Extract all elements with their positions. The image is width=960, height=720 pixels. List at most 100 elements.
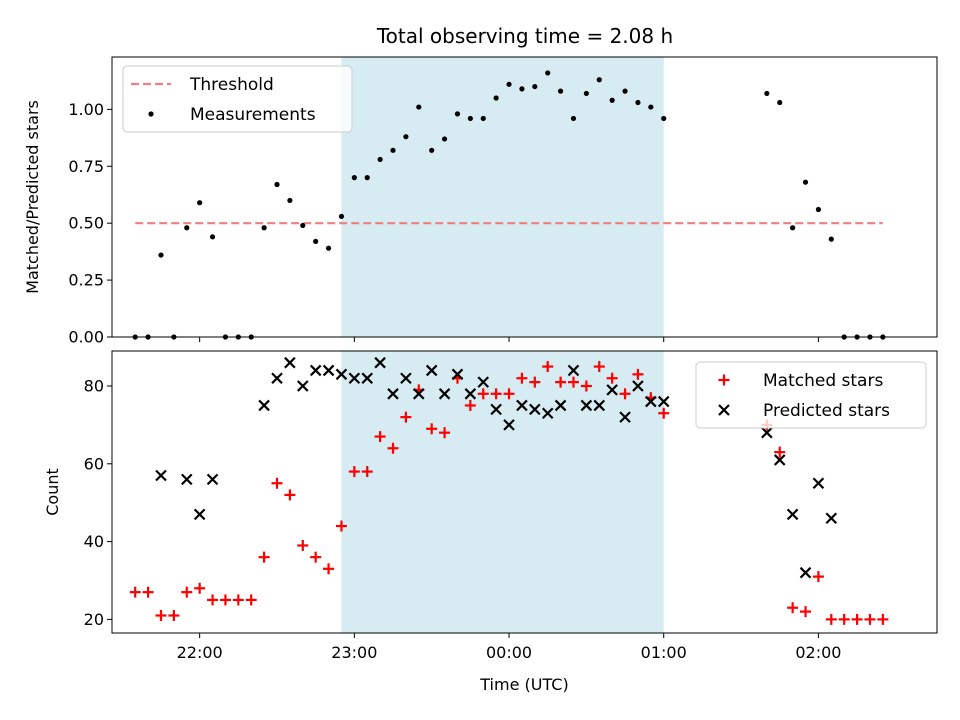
measurements-point <box>583 90 589 97</box>
predicted-stars-point <box>541 407 554 420</box>
count-panel: 20 40 60 80 22:00 23:00 00:00 01:00 02:00 Count Ti… <box>43 350 938 694</box>
x-tick-label: 01:00 <box>641 643 687 662</box>
matched-stars-point <box>658 407 670 419</box>
measurements-point <box>184 225 190 231</box>
predicted-stars-point <box>761 426 773 439</box>
measurements-point <box>545 70 551 76</box>
measurements-point <box>609 97 615 103</box>
predicted-stars-point <box>477 376 490 388</box>
matched-stars-point <box>632 368 644 380</box>
matched-stars-point <box>426 423 438 435</box>
measurements-point <box>274 181 280 188</box>
matched-stars-point <box>374 431 386 443</box>
matched-stars-point <box>271 477 283 489</box>
matched-stars-point <box>284 489 296 501</box>
matched-stars-point <box>464 399 476 411</box>
predicted-stars-point <box>297 380 309 392</box>
predicted-stars-point <box>155 469 167 482</box>
legend-measurements-label: Measurements <box>190 105 316 125</box>
predicted-stars-point <box>503 419 515 431</box>
measurements-point <box>364 175 370 181</box>
matched-stars-point <box>516 372 528 384</box>
legend-measurements-swatch <box>148 111 154 117</box>
predicted-stars-point <box>773 454 786 466</box>
matched-stars-point <box>335 520 347 532</box>
y-tick-label: 0.50 <box>68 214 104 233</box>
predicted-stars-point <box>567 364 580 377</box>
predicted-stars-point <box>606 384 618 396</box>
measurements-point <box>441 136 448 142</box>
matched-stars-point <box>361 466 373 478</box>
measurements-point <box>596 77 602 83</box>
matched-stars-point <box>439 427 451 439</box>
predicted-stars-point <box>180 473 193 486</box>
y-tick-label: 60 <box>84 454 104 473</box>
matched-stars-point <box>825 613 837 625</box>
measurements-point <box>209 234 216 240</box>
matched-stars-point <box>593 361 605 373</box>
legend-predicted-stars-label: Predicted stars <box>763 401 890 421</box>
observing-window-band <box>341 351 664 633</box>
matched-stars-point <box>864 613 876 625</box>
measurements-point <box>532 83 538 90</box>
predicted-stars-point <box>425 364 438 377</box>
y-tick-label: 0.75 <box>68 157 104 176</box>
matched-stars-point <box>387 442 399 454</box>
measurements-point <box>519 86 525 92</box>
measurements-point <box>158 252 164 258</box>
measurements-point <box>635 99 641 106</box>
measurements-point <box>506 81 512 87</box>
matched-stars-point <box>207 594 219 606</box>
ratio-panel: 0.00 0.25 0.50 0.75 1.00 Matched/Predicted st… <box>23 56 938 347</box>
axes-frame <box>111 56 938 338</box>
measurements-point <box>648 104 654 110</box>
measurements-point <box>493 95 499 101</box>
y-axis-label: Count <box>43 468 62 516</box>
predicted-stars-point <box>258 399 270 412</box>
legend: Threshold Measurements <box>122 65 353 133</box>
x-tick-label: 23:00 <box>331 643 377 662</box>
predicted-stars-point <box>322 364 335 377</box>
predicted-stars-point <box>413 388 425 400</box>
predicted-stars-point <box>632 380 644 392</box>
predicted-stars-point <box>786 508 799 521</box>
matched-stars-point <box>580 380 592 392</box>
observing-window-band <box>341 57 664 337</box>
measurements-point <box>403 134 409 140</box>
matched-stars-point <box>774 446 786 458</box>
measurements-point <box>197 200 203 206</box>
measurements-point <box>764 90 770 97</box>
matched-stars-point <box>567 376 579 388</box>
x-tick-label: 22:00 <box>177 643 223 662</box>
predicted-stars-point <box>812 477 825 490</box>
matched-stars-point <box>400 411 412 423</box>
y-tick-label: 0.25 <box>68 271 104 290</box>
matched-stars-point <box>555 376 567 388</box>
measurements-point <box>313 238 319 244</box>
predicted-stars-point <box>361 372 374 385</box>
x-axis-label: Time (UTC) <box>479 675 568 694</box>
measurements-point <box>790 225 796 231</box>
legend-threshold-label: Threshold <box>189 75 274 95</box>
matched-stars-point <box>800 606 812 618</box>
measurements-point <box>661 115 667 122</box>
matched-stars-point <box>194 582 206 594</box>
predicted-stars-point <box>645 395 657 408</box>
y-tick-label: 1.00 <box>68 100 104 119</box>
predicted-stars-point <box>529 403 541 416</box>
measurements-point <box>802 179 809 185</box>
predicted-stars-point <box>825 512 838 525</box>
y-axis-label: Matched/Predicted stars <box>23 100 42 294</box>
predicted-stars-point <box>348 372 361 385</box>
matched-stars-point <box>812 571 824 583</box>
predicted-stars-point <box>206 473 219 486</box>
legend-box <box>122 65 353 133</box>
measurements-point <box>570 115 577 122</box>
legend-matched-stars-swatch <box>718 374 730 386</box>
predicted-stars-point <box>657 395 670 408</box>
matched-stars-point <box>529 376 541 388</box>
predicted-stars-point <box>580 399 593 412</box>
predicted-stars-point <box>438 388 451 400</box>
matched-stars-point <box>129 586 141 598</box>
